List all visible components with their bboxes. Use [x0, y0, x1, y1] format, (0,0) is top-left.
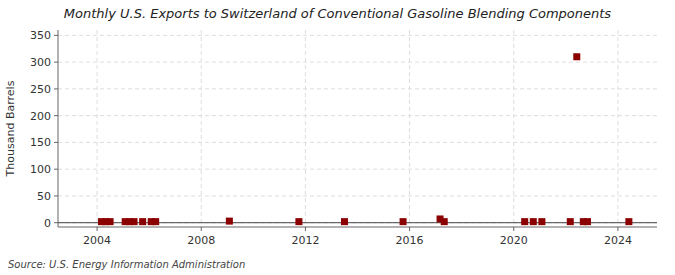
point — [341, 218, 348, 225]
points — [98, 53, 632, 225]
point — [521, 218, 528, 225]
point — [139, 218, 146, 225]
y-tick-label: 250 — [30, 83, 51, 96]
y-tick-label: 150 — [30, 136, 51, 149]
point — [295, 218, 302, 225]
x-tick-label: 2016 — [396, 234, 424, 247]
y-tick-label: 0 — [44, 217, 51, 230]
y-tick — [54, 142, 58, 143]
point — [625, 218, 632, 225]
x-tick — [409, 227, 410, 231]
x-tick-label: 2024 — [604, 234, 632, 247]
y-grid-line — [58, 195, 657, 196]
source-note: Source: U.S. Energy Information Administ… — [8, 259, 245, 270]
x-tick — [97, 227, 98, 231]
point — [567, 218, 574, 225]
x-grid-line — [201, 30, 202, 227]
y-axis-line — [58, 30, 59, 227]
y-tick-label: 50 — [37, 190, 51, 203]
y-grid-line — [58, 88, 657, 89]
point — [573, 53, 580, 60]
y-tick — [54, 169, 58, 170]
x-grid-line — [513, 30, 514, 227]
y-tick — [54, 62, 58, 63]
x-grid-line — [617, 30, 618, 227]
y-tick — [54, 35, 58, 36]
x-tick-label: 2008 — [187, 234, 215, 247]
y-tick — [54, 222, 58, 223]
x-tick-label: 2020 — [500, 234, 528, 247]
point — [131, 218, 138, 225]
x-tick-label: 2012 — [291, 234, 319, 247]
x-grid-line — [409, 30, 410, 227]
y-grid-line — [58, 62, 657, 63]
point — [400, 218, 407, 225]
y-tick-label: 350 — [30, 29, 51, 42]
x-tick — [201, 227, 202, 231]
y-grid-line — [58, 115, 657, 116]
y-tick-label: 300 — [30, 56, 51, 69]
x-grid-line — [305, 30, 306, 227]
grid — [58, 30, 657, 227]
y-tick — [54, 195, 58, 196]
point — [152, 218, 159, 225]
x-axis-line — [58, 227, 657, 228]
title: Monthly U.S. Exports to Switzerland of C… — [64, 6, 612, 21]
y-tick — [54, 115, 58, 116]
y-grid-line — [58, 169, 657, 170]
y-grid-line — [58, 142, 657, 143]
x-tick — [513, 227, 514, 231]
point — [441, 218, 448, 225]
y-grid-line — [58, 35, 657, 36]
x-tick — [617, 227, 618, 231]
point — [584, 218, 591, 225]
x-grid-line — [97, 30, 98, 227]
x-tick-label: 2004 — [83, 234, 111, 247]
point — [226, 218, 233, 225]
y-tick-label: 100 — [30, 163, 51, 176]
y-tick — [54, 88, 58, 89]
y-tick-label: 200 — [30, 110, 51, 123]
chart: Monthly U.S. Exports to Switzerland of C… — [0, 0, 675, 275]
point — [530, 218, 537, 225]
point — [538, 218, 545, 225]
x-tick — [305, 227, 306, 231]
point — [107, 218, 114, 225]
y-axis-label: Thousand Barrels — [4, 80, 17, 177]
